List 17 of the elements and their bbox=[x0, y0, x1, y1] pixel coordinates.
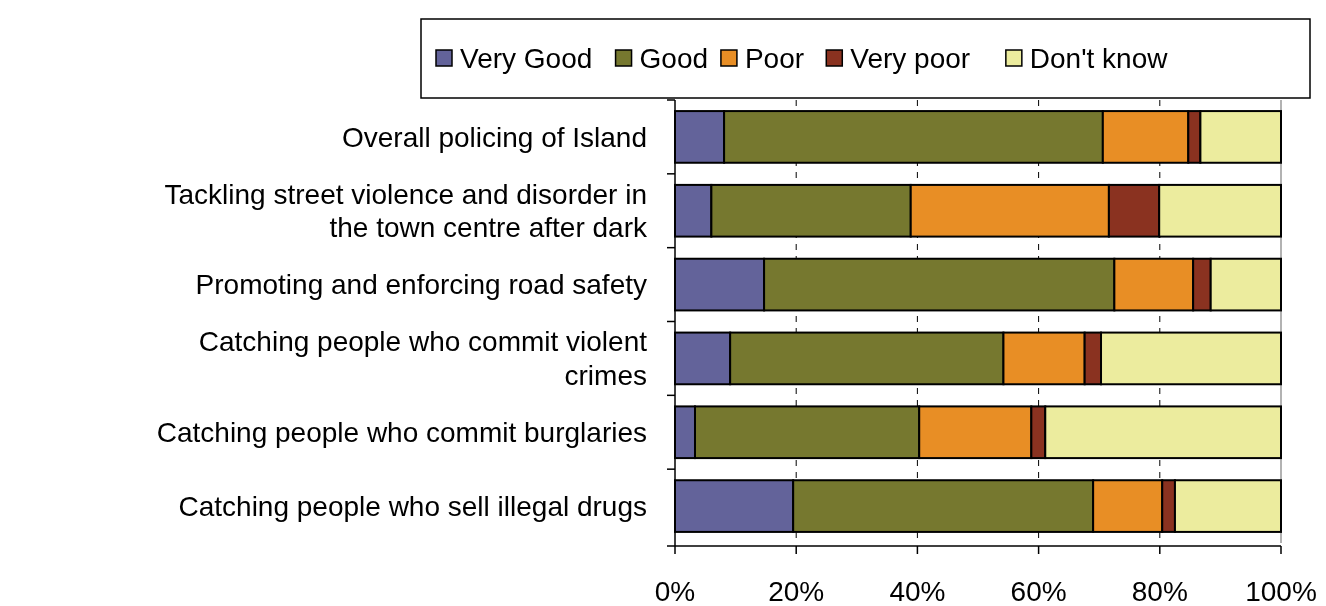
y-tick-label: Catching people who commit burglaries bbox=[156, 417, 647, 449]
x-tick-label: 20% bbox=[768, 576, 825, 606]
y-tick-label: Catching people who commit violent crimes bbox=[198, 326, 648, 392]
legend-label: Poor bbox=[744, 43, 805, 74]
y-tick-label: Catching people who sell illegal drugs bbox=[178, 490, 647, 522]
x-tick-label: 80% bbox=[1131, 576, 1188, 606]
x-tick-label: 100% bbox=[1245, 576, 1317, 606]
legend-label: Very poor bbox=[850, 43, 971, 74]
legend-label: Good bbox=[639, 43, 709, 74]
y-tick-label: Promoting and enforcing road safety bbox=[195, 269, 647, 301]
y-tick-label: Overall policing of Island bbox=[341, 121, 647, 153]
y-tick-label: Tackling street violence and disorder in the town centre after dark bbox=[164, 178, 648, 244]
x-tick-label: 0% bbox=[654, 576, 696, 606]
legend-label: Don't know bbox=[1029, 43, 1169, 74]
legend-label: Very Good bbox=[460, 43, 593, 74]
x-tick-label: 60% bbox=[1010, 576, 1067, 606]
x-tick-label: 40% bbox=[889, 576, 946, 606]
